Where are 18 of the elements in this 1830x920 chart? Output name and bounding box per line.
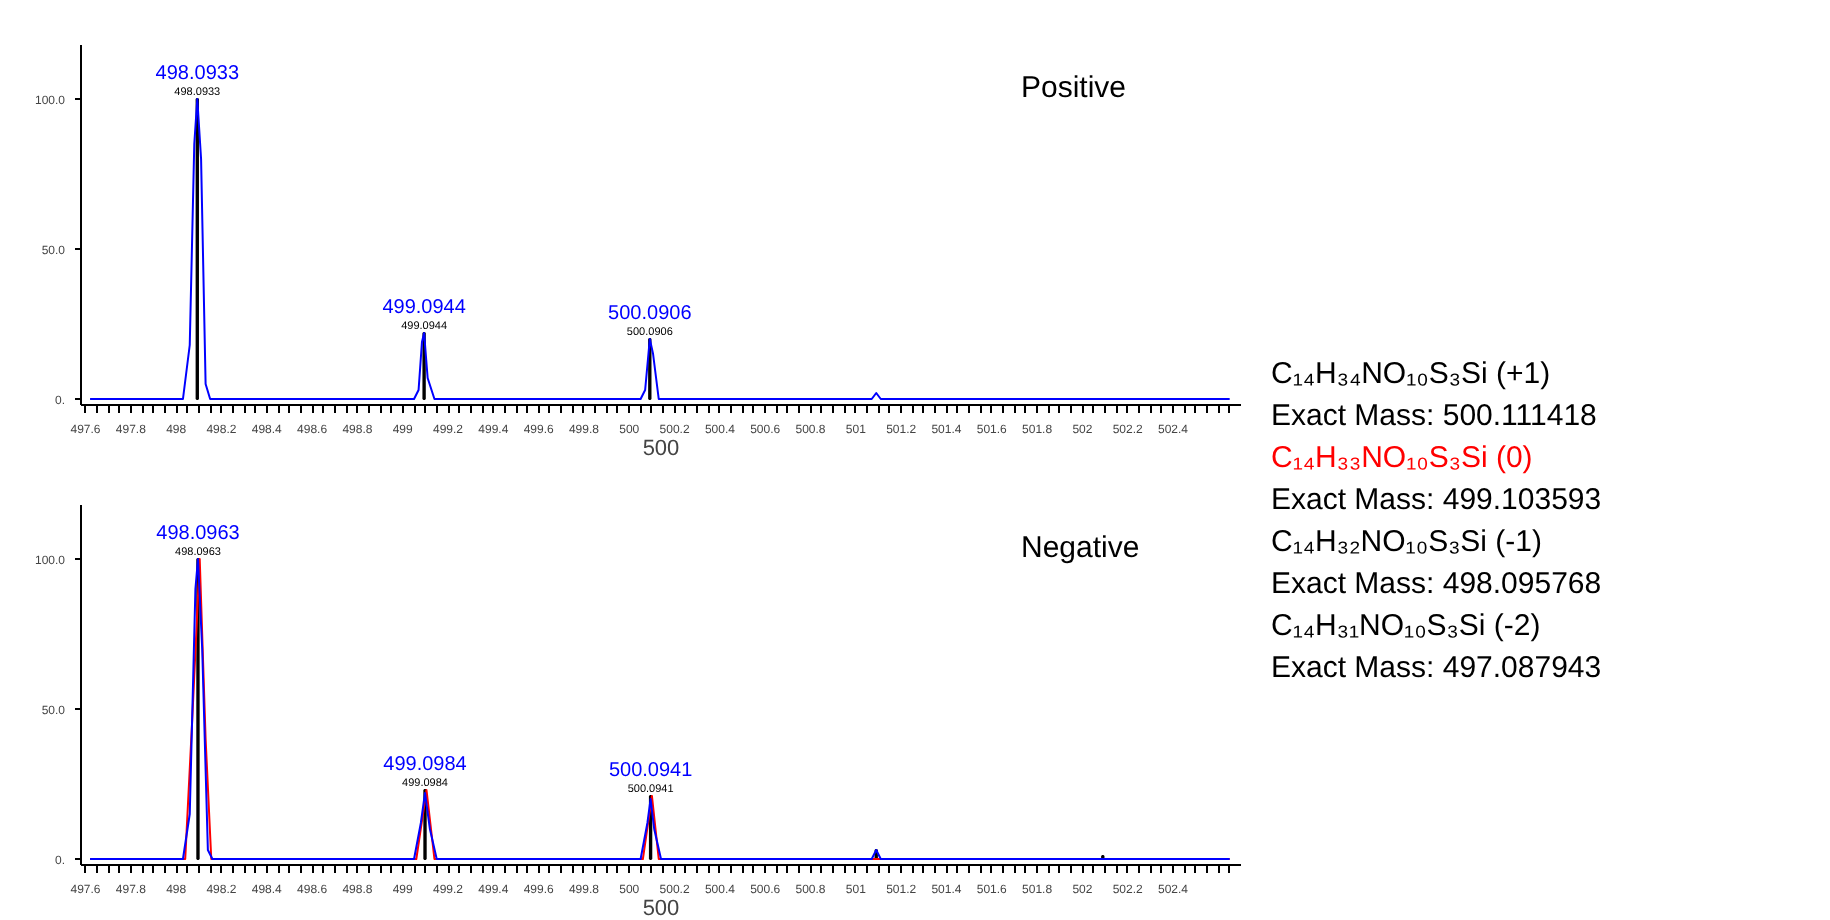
annotation: 500.0906 xyxy=(608,303,693,325)
text: Exact Mass: 497.087943 xyxy=(1271,651,1602,685)
text: Exact Mass: 498.095768 xyxy=(1271,567,1602,601)
text: Positive xyxy=(1021,71,1127,105)
text: C₁₄H₃₄NO₁₀S₃Si (+1) xyxy=(1271,357,1551,391)
annotation: 499.0944 xyxy=(382,297,467,319)
line-series xyxy=(89,98,1231,400)
annotation: 499.0984 xyxy=(383,754,468,776)
text: C₁₄H₃₁NO₁₀S₃Si (-2) xyxy=(1271,609,1541,643)
text: C₁₄H₃₃NO₁₀S₃Si (0) xyxy=(1271,441,1533,475)
annotation: 498.0963 xyxy=(156,523,241,545)
text: Negative xyxy=(1021,531,1140,565)
text: C₁₄H₃₂NO₁₀S₃Si (-1) xyxy=(1271,525,1543,559)
text: Exact Mass: 499.103593 xyxy=(1271,483,1602,517)
annotation: 500.0941 xyxy=(608,760,694,782)
annotation: 498.0933 xyxy=(155,63,240,85)
text: Exact Mass: 500.111418 xyxy=(1271,399,1597,433)
x-axis-title: 500 xyxy=(642,897,680,920)
